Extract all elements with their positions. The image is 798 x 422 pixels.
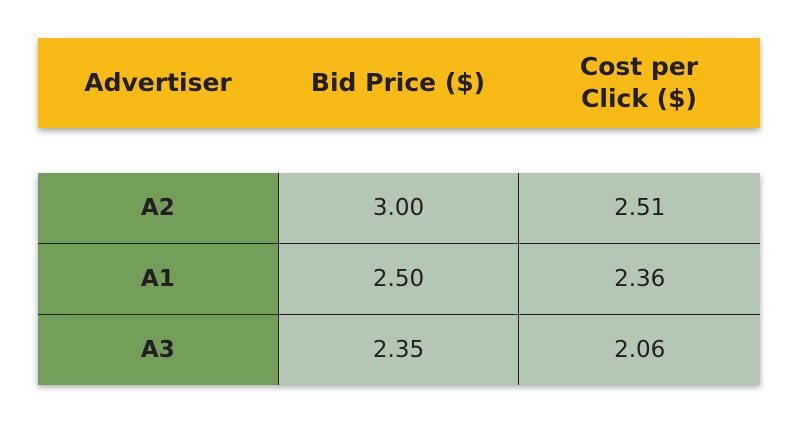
bid-price-cell: 2.50 xyxy=(278,244,520,314)
advertiser-table: A2 3.00 2.51 A1 2.50 2.36 A3 2.35 2.06 xyxy=(38,173,761,385)
table-row: A1 2.50 2.36 xyxy=(38,244,761,315)
table-header: Advertiser Bid Price ($) Cost per Click … xyxy=(38,38,760,128)
advertiser-cell: A1 xyxy=(38,244,279,314)
cost-per-click-cell: 2.51 xyxy=(519,173,761,243)
advertiser-cell: A2 xyxy=(38,173,279,243)
column-header-bid-price: Bid Price ($) xyxy=(310,67,486,97)
advertiser-cell: A3 xyxy=(38,315,279,385)
bid-price-cell: 2.35 xyxy=(278,315,520,385)
cost-per-click-cell: 2.36 xyxy=(519,244,761,314)
column-header-cost-per-click: Cost per Click ($) xyxy=(579,51,699,114)
table-row: A2 3.00 2.51 xyxy=(38,173,761,244)
bid-price-cell: 3.00 xyxy=(278,173,520,243)
cost-per-click-cell: 2.06 xyxy=(519,315,761,385)
column-header-advertiser: Advertiser xyxy=(84,67,232,97)
table-row: A3 2.35 2.06 xyxy=(38,315,761,385)
